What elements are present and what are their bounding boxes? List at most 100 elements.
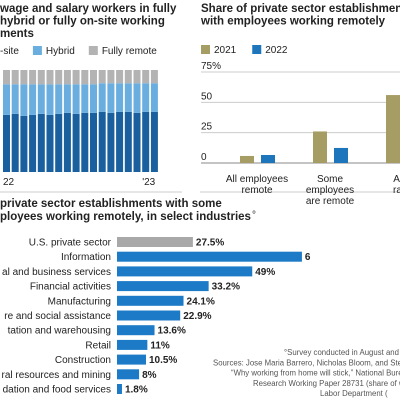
bar-segment [124, 111, 132, 172]
bar [117, 325, 155, 336]
bar-segment [29, 70, 37, 85]
bar [117, 384, 122, 394]
value-label: 1.8% [125, 385, 148, 396]
bar [261, 154, 275, 163]
value-label: 49% [255, 267, 275, 278]
y-tick-label: 75% [201, 61, 221, 72]
bar-segment [63, 84, 71, 113]
bar [313, 131, 327, 163]
bar-segment [72, 113, 80, 172]
category-label: ral resources and mining [2, 370, 112, 381]
legend-label: 2021 [214, 45, 237, 56]
category-label: Retail [85, 340, 111, 351]
bar-segment [37, 113, 45, 172]
bar [386, 95, 400, 163]
x-tick-label: '23 [142, 177, 155, 188]
bar-segment [116, 111, 124, 172]
bar [117, 369, 140, 380]
bar [117, 339, 148, 350]
bar-segment [46, 114, 54, 172]
bar-segment [142, 83, 150, 112]
bar-segment [3, 114, 10, 172]
legend-label: Hybrid [46, 46, 75, 57]
title-note: ° [252, 210, 256, 221]
value-label: 8% [142, 370, 157, 381]
footnote: “Why working from home will stick,” Nati… [231, 369, 400, 378]
bar-segment [29, 114, 37, 172]
bar-segment [98, 111, 106, 172]
category-label: U.S. private sector [29, 238, 112, 249]
bar [117, 354, 146, 365]
bar-segment [90, 70, 97, 85]
category-label: Information [61, 252, 111, 263]
chart-title: Share of private sector establishments [201, 3, 400, 15]
bar-segment [116, 70, 124, 84]
bar-segment [55, 84, 63, 114]
bar-segment [46, 70, 54, 85]
bar-segment [20, 84, 28, 116]
category-label: Manufacturing [48, 296, 111, 307]
bar-segment [11, 84, 19, 114]
footnote: Research Working Paper 28731 (share of w… [253, 379, 400, 388]
bar [117, 281, 209, 292]
y-tick-label: 50 [201, 91, 213, 102]
x-tick-label: Some [317, 174, 344, 185]
chart-title: private sector establishments with some [0, 198, 222, 210]
footnote: Sources: Jose Maria Barrero, Nicholas Bl… [213, 358, 400, 367]
legend-label: Fully remote [102, 46, 157, 57]
bar [117, 251, 302, 262]
legend-label: -site [0, 46, 19, 57]
bar-segment [37, 84, 45, 114]
x-tick-label: All e [393, 174, 400, 185]
bar-segment [150, 111, 158, 172]
value-label: 24.1% [187, 296, 215, 307]
x-tick-label: All employees [226, 174, 288, 185]
chart-title: ments [0, 28, 34, 40]
bar-segment [142, 70, 150, 84]
value-label: 11% [150, 340, 170, 351]
category-label: Financial activities [30, 282, 111, 293]
bar-segment [98, 83, 106, 112]
legend-swatch [252, 45, 262, 54]
x-tick-label: are remote [306, 196, 355, 207]
chart-title: wage and salary workers in fully [0, 3, 177, 15]
bar-segment [133, 70, 141, 84]
bar-segment [37, 70, 45, 85]
bar-segment [81, 70, 89, 85]
bar-segment [55, 113, 63, 172]
bar-segment [72, 70, 80, 85]
bar [117, 237, 193, 247]
value-label: 22.9% [183, 311, 211, 322]
bar-segment [20, 115, 28, 172]
x-tick-label: employees [306, 185, 354, 196]
bar-segment [107, 112, 115, 172]
chart-title: with employees working remotely [200, 16, 386, 28]
category-label: tation and warehousing [8, 326, 111, 337]
bar-segment [3, 70, 10, 85]
bar-segment [98, 70, 106, 84]
bar [334, 147, 348, 163]
bar-segment [90, 112, 97, 172]
bar-segment [63, 70, 71, 85]
bar-segment [124, 70, 132, 84]
value-label: 10.5% [149, 355, 177, 366]
bar-segment [72, 84, 80, 114]
bar-segment [90, 84, 97, 113]
bar-segment [133, 112, 141, 172]
bar-segment [124, 83, 132, 112]
x-tick-label: rarel [393, 185, 400, 196]
bar-segment [107, 70, 115, 84]
bar-segment [81, 112, 89, 172]
bar-segment [20, 70, 28, 85]
bar-segment [81, 84, 89, 113]
chart-title: ployees working remotely, in select indu… [0, 211, 251, 223]
bar [117, 310, 181, 321]
legend-label: 2022 [265, 45, 288, 56]
bar [240, 155, 254, 163]
legend-swatch [88, 46, 98, 55]
bar-segment [63, 112, 71, 172]
category-label: re and social assistance [4, 311, 111, 322]
value-label: 13.6% [158, 326, 186, 337]
legend-swatch [32, 46, 42, 55]
